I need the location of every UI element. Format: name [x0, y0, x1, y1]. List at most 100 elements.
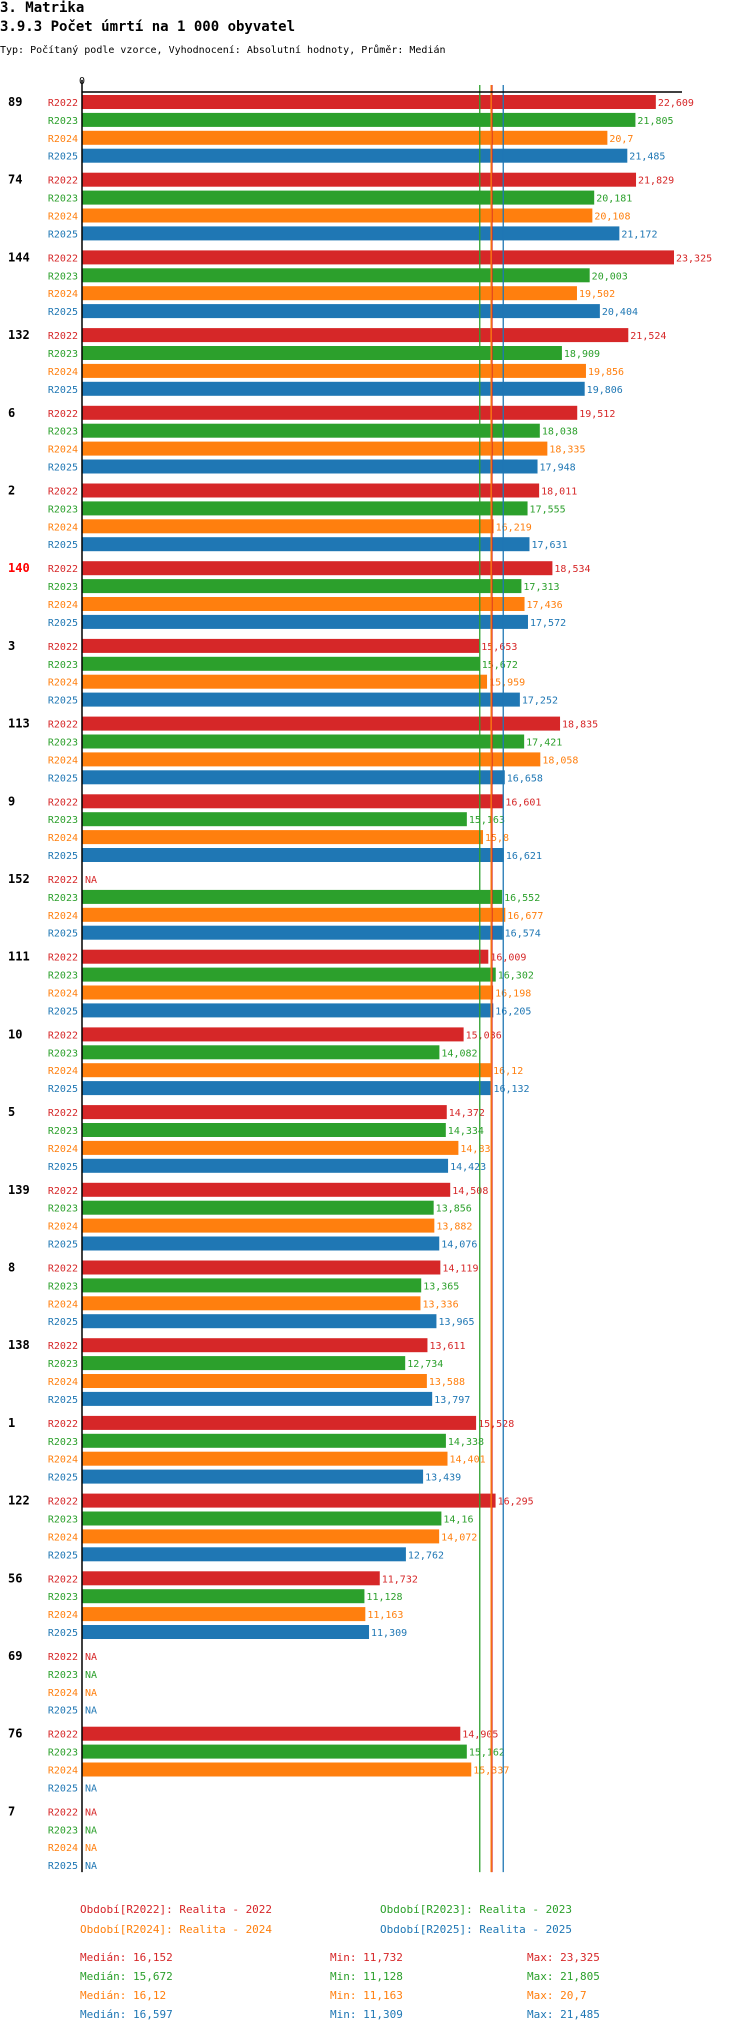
value-label: 18,038 [542, 427, 578, 438]
bar [82, 190, 595, 205]
value-label: 14,076 [441, 1240, 477, 1251]
bar [82, 1511, 442, 1526]
bar [82, 967, 496, 982]
series-label: R2023 [48, 582, 78, 593]
bar [82, 226, 620, 241]
value-label: 15,528 [478, 1419, 514, 1430]
value-label: 16,198 [495, 989, 531, 1000]
series-label: R2022 [48, 797, 78, 808]
bar [82, 830, 484, 845]
series-label: R2022 [48, 1030, 78, 1041]
bar [82, 614, 528, 629]
group-label: 111 [8, 950, 30, 964]
bar [82, 1762, 472, 1777]
value-label: 16,552 [504, 893, 540, 904]
value-label: 16,302 [498, 971, 534, 982]
bar [82, 656, 480, 671]
bar [82, 381, 585, 396]
bar [82, 597, 525, 611]
group-label: 89 [8, 95, 22, 109]
value-label: NA [85, 1783, 97, 1794]
value-label: 18,835 [562, 720, 598, 731]
value-label: 11,732 [382, 1574, 418, 1585]
group-label: 10 [8, 1027, 22, 1041]
bar [82, 519, 494, 534]
group-label: 138 [8, 1338, 30, 1352]
bar [82, 1529, 440, 1544]
stat-max: Max: 23,325 [527, 1951, 600, 1964]
series-label: R2025 [48, 1006, 78, 1017]
legend-item: Období[R2024]: Realita - 2024 [80, 1923, 272, 1936]
bar [82, 537, 530, 552]
value-label: 14,119 [442, 1264, 478, 1275]
series-label: R2022 [48, 1652, 78, 1663]
value-label: 14,334 [448, 1126, 484, 1137]
bar [82, 250, 674, 265]
value-label: 14,072 [441, 1532, 477, 1543]
series-label: R2024 [48, 1532, 78, 1543]
bar [82, 130, 608, 145]
group-label: 132 [8, 328, 30, 342]
series-label: R2022 [48, 1419, 78, 1430]
bar [82, 1140, 459, 1155]
series-label: R2022 [48, 875, 78, 886]
value-label: 13,856 [436, 1204, 472, 1215]
value-label: 20,404 [602, 307, 638, 318]
series-label: R2022 [48, 176, 78, 187]
series-label: R2024 [48, 833, 78, 844]
bar [82, 1571, 380, 1586]
series-label: R2022 [48, 720, 78, 731]
value-label: 21,805 [637, 116, 673, 127]
value-label: NA [85, 1670, 97, 1681]
series-label: R2023 [48, 1515, 78, 1526]
stat-max: Max: 20,7 [527, 1989, 587, 2002]
bar [82, 985, 494, 1000]
series-label: R2024 [48, 600, 78, 611]
value-label: 18,058 [542, 755, 578, 766]
value-label: 18,534 [554, 564, 590, 575]
value-label: 16,132 [493, 1084, 529, 1095]
bar [82, 1200, 434, 1215]
value-label: 17,572 [530, 618, 566, 629]
bar [82, 1607, 366, 1622]
series-label: R2024 [48, 1377, 78, 1388]
series-label: R2023 [48, 1359, 78, 1370]
series-label: R2024 [48, 1144, 78, 1155]
value-label: 21,829 [638, 176, 674, 187]
stat-min: Min: 11,163 [330, 1989, 403, 2002]
value-label: 16,574 [505, 929, 541, 940]
series-label: R2025 [48, 463, 78, 474]
bar [82, 1433, 446, 1448]
value-label: 14,423 [450, 1162, 486, 1173]
bar [82, 812, 467, 827]
chart-title: 3.9.3 Počet úmrtí na 1 000 obyvatel [0, 19, 296, 35]
bar [82, 304, 600, 319]
value-label: 15,653 [481, 642, 517, 653]
stat-min: Min: 11,732 [330, 1951, 403, 1964]
bar [82, 1451, 448, 1466]
bar [82, 328, 629, 343]
bar [82, 1338, 428, 1353]
series-label: R2025 [48, 1084, 78, 1095]
chart-subtitle: Typ: Počítaný podle vzorce, Vyhodnocení:… [0, 45, 446, 56]
bar [82, 1260, 441, 1275]
value-label: 14,508 [452, 1186, 488, 1197]
bar [82, 172, 637, 187]
group-label: 6 [8, 406, 15, 420]
value-label: NA [85, 1861, 97, 1872]
value-label: NA [85, 1825, 97, 1836]
legend-item: Období[R2022]: Realita - 2022 [80, 1903, 272, 1916]
series-label: R2022 [48, 1574, 78, 1585]
bar [82, 848, 504, 862]
bar [82, 1063, 492, 1078]
series-label: R2023 [48, 194, 78, 205]
group-label: 139 [8, 1183, 30, 1197]
value-label: 19,806 [587, 385, 623, 396]
bar [82, 734, 525, 749]
series-label: R2025 [48, 1861, 78, 1872]
value-label: 16,601 [505, 797, 541, 808]
value-label: 19,502 [579, 289, 615, 300]
value-label: 13,611 [429, 1341, 465, 1352]
value-label: 14,401 [450, 1455, 486, 1466]
